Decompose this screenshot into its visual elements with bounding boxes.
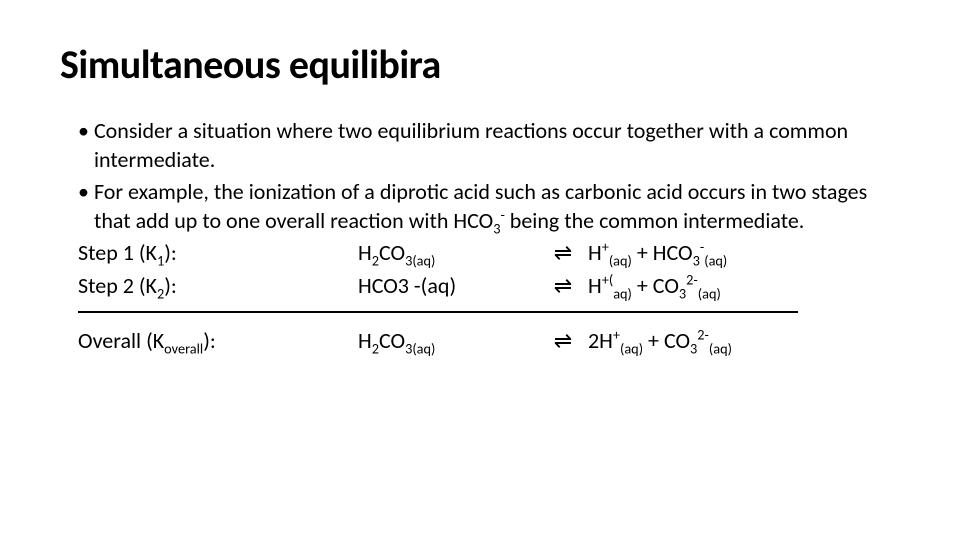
step1-label-post: ):: [164, 239, 177, 266]
step2-reactant: HCO3 -(aq): [358, 272, 538, 301]
step1-reactant: H2CO3(aq): [358, 239, 538, 268]
step1-arrow: ⇌: [538, 239, 588, 268]
bullet-1: Consider a situation where two equilibri…: [60, 117, 900, 174]
ov-2: 2: [588, 327, 599, 354]
s1-plus: +: [602, 238, 609, 256]
overall-label: Overall (Koverall):: [78, 327, 358, 356]
ov-h2co3-3aq: 3(aq): [405, 339, 435, 357]
s2-plus-sign: +: [632, 272, 653, 299]
s1-aq: (aq): [609, 252, 632, 270]
step2-products: H+(aq) + CO32-(aq): [588, 272, 888, 301]
bullet-2-text-post: being the common intermediate.: [505, 207, 805, 234]
step2-arrow: ⇌: [538, 272, 588, 301]
ov-co3-2m: 2-: [697, 325, 709, 343]
reaction-divider: [78, 311, 798, 313]
overall-label-post: ):: [203, 327, 216, 354]
step1-label-pre: Step 1 (K: [78, 239, 157, 266]
s2-co3-2m: 2-: [686, 271, 698, 289]
bullet-2: For example, the ionization of a diproti…: [60, 178, 900, 235]
reaction-table: Step 1 (K1): H2CO3(aq) ⇌ H+(aq) + HCO3-(…: [60, 239, 900, 300]
ov-h2co3-h: H: [358, 327, 372, 354]
s1-hco3-3: 3: [693, 252, 700, 270]
s1-hco3: HCO: [653, 239, 693, 266]
overall-products: 2H+(aq) + CO32-(aq): [588, 327, 888, 356]
s2-h: H: [588, 272, 602, 299]
step2-label: Step 2 (K2):: [78, 272, 358, 301]
ov-haq: (aq): [620, 339, 643, 357]
ov-h: H: [599, 327, 613, 354]
bullet-1-text: Consider a situation where two equilibri…: [94, 117, 848, 173]
overall-label-sub: overall: [164, 339, 203, 357]
ov-plus-sign: +: [643, 327, 664, 354]
h2co3-h: H: [358, 239, 372, 266]
s2-co3-aq: (aq): [698, 284, 721, 302]
s2-hsub: aq): [613, 284, 632, 302]
ov-hplus: +: [613, 325, 620, 343]
step1-label: Step 1 (K1):: [78, 239, 358, 268]
slide-title: Simultaneous equilibira: [60, 40, 900, 89]
ov-co3: CO: [664, 327, 690, 354]
slide-body: Consider a situation where two equilibri…: [60, 117, 900, 355]
s2-hsup: +(: [602, 271, 613, 289]
s2-co3: CO: [653, 272, 679, 299]
step1-products: H+(aq) + HCO3-(aq): [588, 239, 888, 268]
h2co3-2: 2: [372, 252, 379, 270]
s1-h: H: [588, 239, 602, 266]
s1-plus-sign: +: [632, 239, 653, 266]
overall-arrow: ⇌: [538, 327, 588, 356]
ov-h2co3-2: 2: [372, 339, 379, 357]
ov-co3-aq: (aq): [709, 339, 732, 357]
h2co3-3aq: 3(aq): [405, 252, 435, 270]
overall-label-pre: Overall (K: [78, 327, 164, 354]
step2-label-post: ):: [164, 272, 177, 299]
ov-h2co3-co: CO: [379, 327, 405, 354]
s1-hco3-aq: (aq): [704, 252, 727, 270]
h2co3-co: CO: [379, 239, 405, 266]
overall-reactant: H2CO3(aq): [358, 327, 538, 356]
step2-label-pre: Step 2 (K: [78, 272, 157, 299]
overall-table: Overall (Koverall): H2CO3(aq) ⇌ 2H+(aq) …: [60, 327, 900, 356]
